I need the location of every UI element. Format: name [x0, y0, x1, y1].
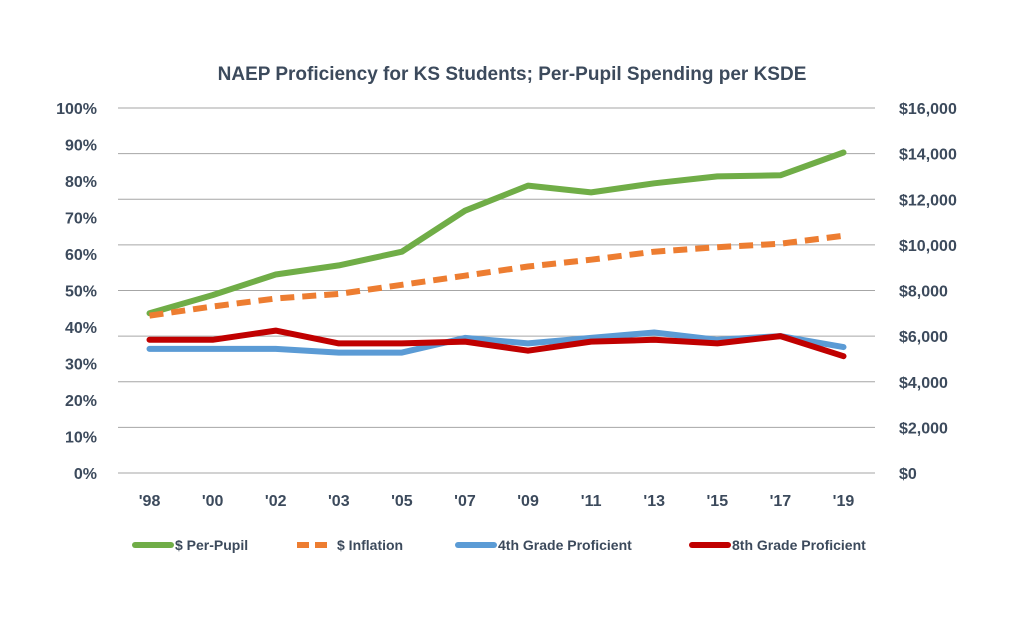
right-tick-label: $12,000 [899, 192, 957, 209]
left-tick-label: 30% [65, 357, 97, 374]
right-tick-label: $8,000 [899, 284, 948, 301]
left-tick-label: 90% [65, 138, 97, 155]
x-tick-label: '13 [643, 493, 665, 510]
x-tick-label: '19 [833, 493, 855, 510]
right-tick-label: $10,000 [899, 238, 957, 255]
x-tick-label: '11 [581, 493, 602, 510]
right-tick-label: $6,000 [899, 329, 948, 346]
left-tick-label: 50% [65, 284, 97, 301]
left-tick-label: 100% [56, 101, 97, 118]
left-tick-label: 20% [65, 393, 97, 410]
series-line [146, 327, 847, 360]
left-tick-label: 10% [65, 430, 97, 447]
right-axis-ticks: $16,000 $14,000 $12,000 $10,000 $8,000 $6,000… [899, 101, 957, 483]
x-tick-label: '02 [265, 493, 287, 510]
series-line [146, 149, 847, 317]
left-axis-ticks: 100% 90% 80% 70% 60% 50% 40% 30% 20% 10% 0% [56, 101, 97, 483]
legend-label: 4th Grade Proficient [498, 537, 632, 553]
x-tick-label: '03 [328, 493, 350, 510]
x-tick-label: '05 [391, 493, 413, 510]
right-tick-label: $14,000 [899, 147, 957, 164]
right-tick-label: $0 [899, 466, 917, 483]
legend-label: $ Per-Pupil [175, 537, 248, 553]
x-tick-label: '09 [517, 493, 539, 510]
x-tick-label: '00 [202, 493, 224, 510]
series-lines [146, 149, 847, 360]
legend-label: 8th Grade Proficient [732, 537, 866, 553]
right-tick-label: $4,000 [899, 375, 948, 392]
x-tick-label: '15 [706, 493, 728, 510]
right-tick-label: $16,000 [899, 101, 957, 118]
series-line [149, 232, 844, 319]
left-tick-label: 80% [65, 174, 97, 191]
legend-label: $ Inflation [337, 537, 403, 553]
left-tick-label: 0% [74, 466, 97, 483]
x-tick-label: '07 [454, 493, 476, 510]
left-tick-label: 60% [65, 247, 97, 264]
x-axis-ticks: '98 '00 '02 '03 '05 '07 '09 '11 '13 '15 '17 '19 [139, 493, 855, 510]
x-tick-label: '98 [139, 493, 161, 510]
chart-title: NAEP Proficiency for KS Students; Per-Pu… [218, 64, 807, 85]
legend: $ Per-Pupil $ Inflation 4th Grade Proficie… [132, 537, 866, 553]
right-tick-label: $2,000 [899, 420, 948, 437]
x-tick-label: '17 [770, 493, 792, 510]
left-tick-label: 70% [65, 211, 97, 228]
left-tick-label: 40% [65, 320, 97, 337]
